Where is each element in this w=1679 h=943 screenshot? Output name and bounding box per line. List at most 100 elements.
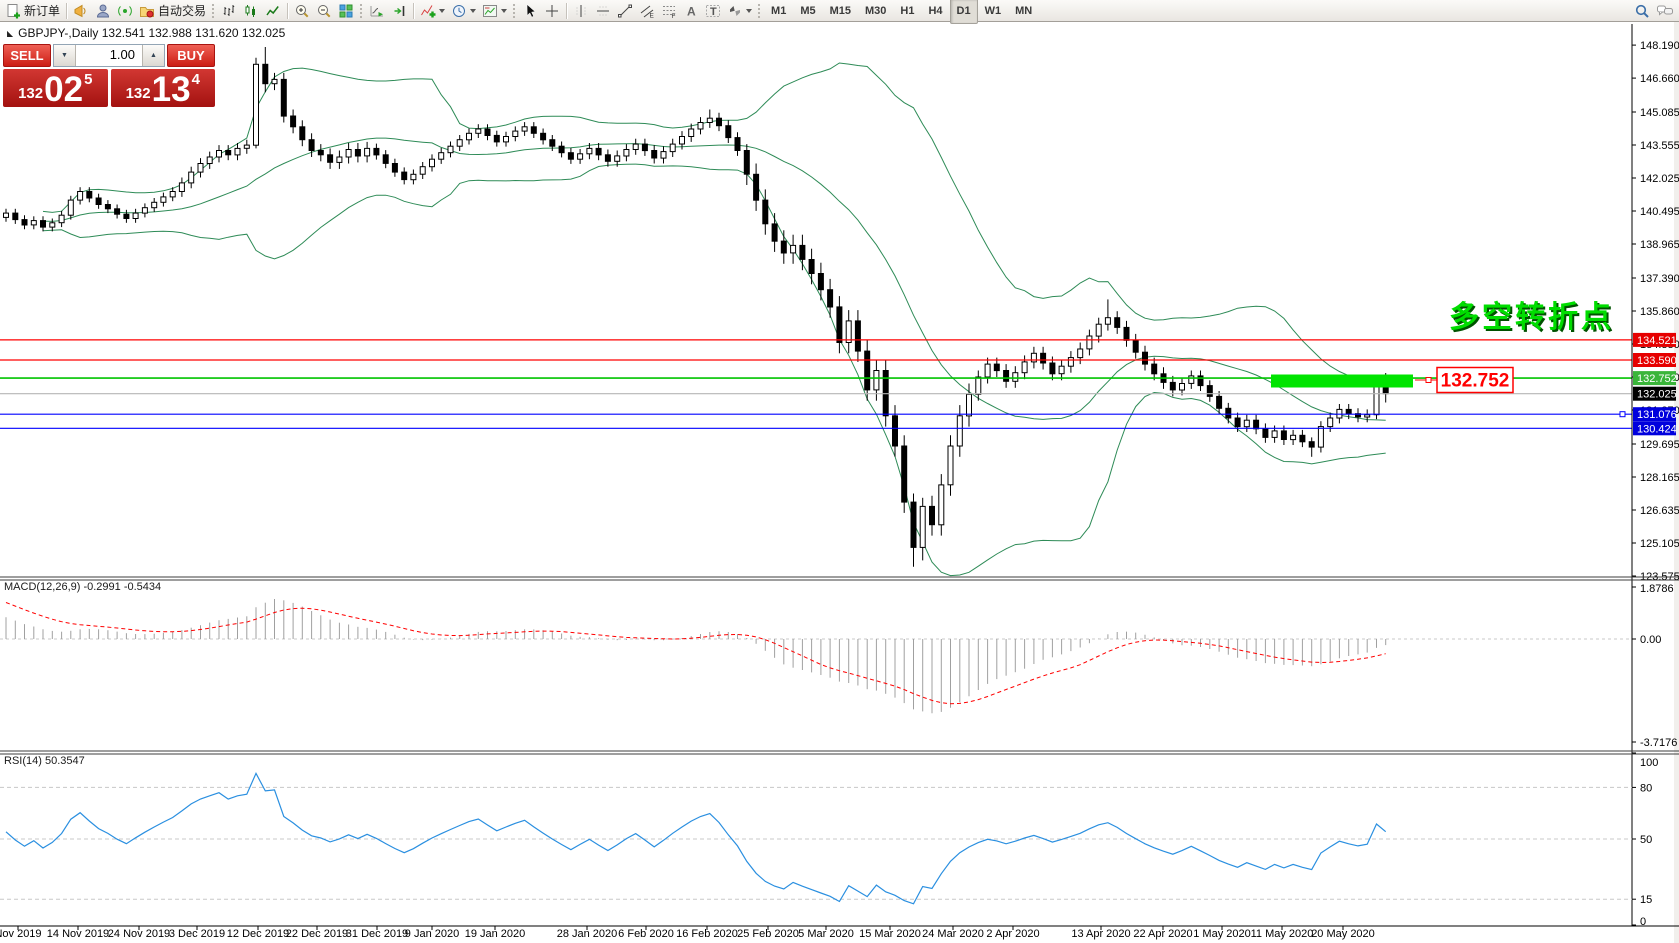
horn-icon [73,3,89,19]
svg-text:0: 0 [1640,916,1646,928]
search-button[interactable] [1631,1,1653,21]
line-chart-button[interactable] [262,1,284,21]
new-order-icon [5,3,21,19]
macd-indicator-label: MACD(12,26,9) -0.2991 -0.5434 [4,581,162,593]
svg-text:133.590: 133.590 [1637,355,1677,367]
autotrade-icon [139,3,155,19]
svg-text:140.495: 140.495 [1640,206,1679,218]
buy-button[interactable]: BUY [167,44,215,67]
template-icon [482,3,498,19]
chat-button[interactable] [1653,1,1677,21]
svg-text:137.390: 137.390 [1640,273,1679,285]
panel-splitter[interactable] [0,576,1679,581]
indicators-button[interactable] [417,1,448,21]
cursor-icon [522,3,538,19]
sell-price-prefix: 132 [18,85,44,102]
rsi-axis-ticks: 100 80 50 15 0 [1632,752,1658,928]
right-edge-strip [1674,22,1679,943]
svg-text:132.025: 132.025 [1637,389,1677,401]
zoom-in-button[interactable] [291,1,313,21]
volume-input[interactable]: 1.00 [109,47,135,62]
svg-text:13 Apr 2020: 13 Apr 2020 [1071,928,1130,940]
buy-price-display[interactable]: 132 13 4 [110,69,215,107]
svg-text:28 Jan 2020: 28 Jan 2020 [557,928,618,940]
tf-h4[interactable]: H4 [928,4,943,17]
cursor-button[interactable] [519,1,541,21]
tf-h1[interactable]: H1 [900,4,915,17]
signals-button[interactable] [114,1,136,21]
tf-mn[interactable]: MN [1015,4,1033,17]
sell-button[interactable]: SELL [3,44,51,67]
tf-d1[interactable]: D1 [949,0,978,24]
rsi-indicator-label: RSI(14) 50.3547 [4,755,85,767]
text-tool[interactable]: A [680,1,702,21]
templates-button[interactable] [479,1,510,21]
hline-anchor[interactable] [1619,411,1626,418]
vertical-line-icon [573,3,589,19]
svg-text:9 Jan 2020: 9 Jan 2020 [405,928,459,940]
indicators-caret [439,8,446,13]
volume-decrease-button[interactable]: ▼ [54,45,76,66]
chart-background [0,22,1679,943]
zoom-out-button[interactable] [313,1,335,21]
tf-m30[interactable]: M30 [865,4,887,17]
channel-tool[interactable]: E [636,1,658,21]
svg-text:2 Apr 2020: 2 Apr 2020 [986,928,1039,940]
panel-splitter[interactable] [0,750,1679,755]
svg-text:24 Mar 2020: 24 Mar 2020 [922,928,984,940]
candlestick-chart-button[interactable] [240,1,262,21]
bar-chart-button[interactable] [218,1,240,21]
new-order-button[interactable]: 新订单 [2,1,63,21]
horizontal-line-tool[interactable] [592,1,614,21]
svg-text:125.105: 125.105 [1640,538,1679,550]
crosshair-button[interactable] [541,1,563,21]
trendline-tool[interactable] [614,1,636,21]
bar-chart-icon [221,3,237,19]
signal-icon [117,3,133,19]
chart-shift-button[interactable] [388,1,410,21]
svg-text:25 Feb 2020: 25 Feb 2020 [737,928,799,940]
macd-axis-ticks: 1.8786 0.00 -3.7176 [1632,583,1677,749]
market-watch-button[interactable] [70,1,92,21]
tf-m5[interactable]: M5 [800,4,816,17]
sell-price-display[interactable]: 132 02 5 [3,69,108,107]
tf-m1[interactable]: M1 [771,4,787,17]
accounts-button[interactable] [92,1,114,21]
svg-text:19 Jan 2020: 19 Jan 2020 [465,928,526,940]
volume-control: ▼ 1.00 ▲ [53,44,165,67]
periods-button[interactable] [448,1,479,21]
text-a-icon: A [683,3,699,19]
resistance-highlight-rect[interactable] [1271,374,1413,388]
sell-price-sup: 5 [84,71,93,88]
fibonacci-icon: F [661,3,677,19]
svg-text:6 Feb 2020: 6 Feb 2020 [618,928,674,940]
candles [3,47,1389,567]
price-callout[interactable]: 132.752 [1415,366,1514,394]
svg-text:1 May 2020: 1 May 2020 [1193,928,1250,940]
arrows-tool[interactable] [724,1,755,21]
svg-text:128.165: 128.165 [1640,472,1679,484]
fibonacci-tool[interactable]: F [658,1,680,21]
search-icon [1634,3,1650,19]
autotrade-button[interactable]: 自动交易 [136,1,209,21]
vertical-line-tool[interactable] [570,1,592,21]
svg-text:22 Apr 2020: 22 Apr 2020 [1133,928,1192,940]
channel-icon: E [639,3,655,19]
periods-caret [470,8,477,13]
tf-w1[interactable]: W1 [984,4,1002,17]
volume-increase-button[interactable]: ▲ [142,45,164,66]
svg-text:130.424: 130.424 [1637,423,1677,435]
tile-windows-button[interactable] [335,1,357,21]
auto-scroll-button[interactable] [366,1,388,21]
horizontal-line-icon [595,3,611,19]
svg-text:0.00: 0.00 [1640,634,1661,646]
zoom-in-icon [294,3,310,19]
chat-icon [1656,3,1674,19]
indicators-icon [420,3,436,19]
text-label-tool[interactable]: T [702,1,724,21]
line-chart-icon [265,3,281,19]
tf-m15[interactable]: M15 [829,4,851,17]
trendline-icon [617,3,633,19]
